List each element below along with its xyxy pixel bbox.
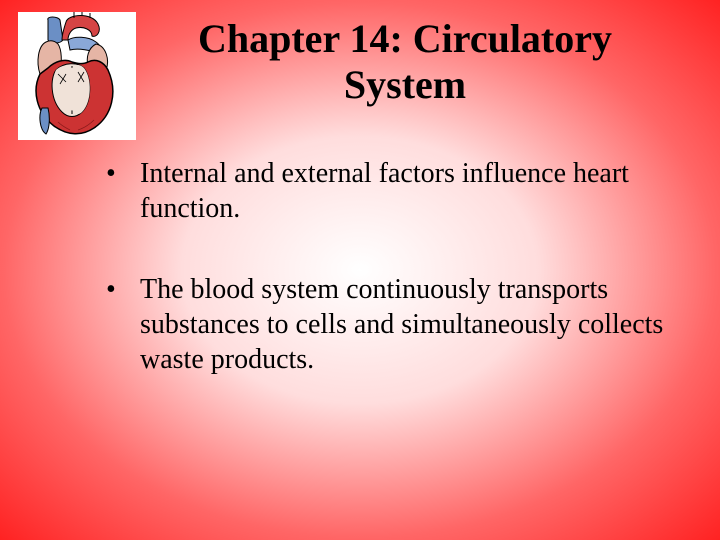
slide: Chapter 14: Circulatory System Internal … xyxy=(0,0,720,540)
bullet-item: Internal and external factors influence … xyxy=(106,156,672,226)
bullet-item: The blood system continuously transports… xyxy=(106,272,672,377)
heart-icon xyxy=(18,12,136,140)
bullet-list: Internal and external factors influence … xyxy=(48,156,672,377)
slide-title: Chapter 14: Circulatory System xyxy=(138,16,672,108)
